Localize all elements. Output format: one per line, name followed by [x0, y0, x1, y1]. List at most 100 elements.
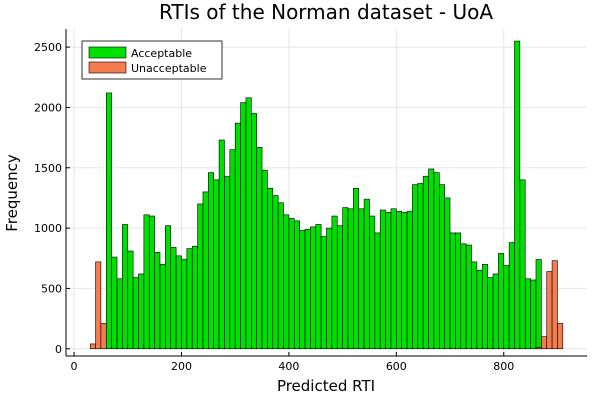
- bar-acceptable: [272, 195, 279, 350]
- bar-unacceptable: [535, 347, 542, 350]
- bar-acceptable: [240, 102, 247, 350]
- bar-acceptable: [165, 225, 172, 350]
- bar-acceptable: [293, 220, 300, 350]
- bar-unacceptable: [551, 260, 558, 350]
- bar-acceptable: [315, 224, 322, 350]
- bar-acceptable: [358, 208, 365, 350]
- bar-acceptable: [181, 259, 188, 350]
- x-axis-label: Predicted RTI: [277, 377, 375, 395]
- bar-acceptable: [465, 244, 472, 350]
- bar-acceptable: [401, 212, 408, 350]
- bar-acceptable: [224, 175, 231, 350]
- bar-acceptable: [374, 232, 381, 350]
- bar-acceptable: [175, 255, 182, 350]
- bar-acceptable: [245, 97, 252, 350]
- bar-unacceptable: [95, 261, 102, 350]
- y-tick-label: 2500: [34, 41, 62, 54]
- bar-acceptable: [535, 259, 542, 350]
- bar-acceptable: [234, 122, 241, 350]
- y-axis-label: Frequency: [3, 154, 21, 232]
- bar-acceptable: [487, 277, 494, 350]
- bar-acceptable: [127, 250, 134, 350]
- legend-label-unacceptable: Unacceptable: [131, 62, 207, 75]
- bar-acceptable: [385, 212, 392, 350]
- bar-acceptable: [132, 277, 139, 350]
- bar-acceptable: [369, 215, 376, 350]
- bar-acceptable: [336, 225, 343, 350]
- bar-acceptable: [342, 207, 349, 350]
- bar-acceptable: [202, 191, 209, 350]
- bar-acceptable: [514, 40, 521, 350]
- bar-acceptable: [471, 261, 478, 350]
- bar-acceptable: [406, 210, 413, 350]
- bar-acceptable: [433, 172, 440, 350]
- bar-acceptable: [229, 149, 236, 350]
- y-tick-label: 2000: [34, 101, 62, 114]
- bar-acceptable: [304, 229, 311, 350]
- bar-acceptable: [417, 183, 424, 350]
- bar-acceptable: [449, 232, 456, 350]
- bar-acceptable: [460, 243, 467, 350]
- bar-acceptable: [498, 253, 505, 350]
- bar-unacceptable: [557, 323, 564, 350]
- x-tick-label: 0: [71, 360, 78, 373]
- bar-acceptable: [379, 209, 386, 350]
- bar-acceptable: [503, 265, 510, 350]
- bar-acceptable: [530, 279, 537, 350]
- bar-acceptable: [438, 184, 445, 350]
- bar-acceptable: [261, 169, 268, 350]
- y-tick-label: 500: [41, 282, 62, 295]
- bar-acceptable: [116, 278, 123, 350]
- bar-acceptable: [519, 179, 526, 350]
- legend-swatch-acceptable: [88, 46, 127, 59]
- bar-acceptable: [347, 208, 354, 350]
- bar-acceptable: [191, 245, 198, 350]
- bar-acceptable: [218, 139, 225, 350]
- bar-acceptable: [208, 172, 215, 350]
- legend-label-acceptable: Acceptable: [131, 47, 192, 60]
- bar-acceptable: [288, 218, 295, 350]
- bar-acceptable: [267, 187, 274, 350]
- bar-acceptable: [197, 203, 204, 350]
- bar-acceptable: [122, 224, 129, 350]
- bar-acceptable: [138, 273, 145, 350]
- y-tick-label: 1500: [34, 162, 62, 175]
- bar-acceptable: [326, 227, 333, 350]
- bar-acceptable: [508, 242, 515, 350]
- x-tick-label: 600: [386, 360, 407, 373]
- bar-acceptable: [396, 210, 402, 350]
- bar-acceptable: [331, 215, 338, 350]
- bar-acceptable: [251, 113, 257, 350]
- bar-acceptable: [390, 208, 397, 350]
- bar-acceptable: [310, 226, 317, 350]
- bar-acceptable: [277, 202, 284, 350]
- bar-acceptable: [148, 215, 155, 350]
- bar-acceptable: [492, 273, 499, 350]
- bar-acceptable: [428, 168, 435, 350]
- bar-acceptable: [320, 236, 327, 350]
- bar-acceptable: [154, 251, 161, 350]
- bar-unacceptable: [89, 343, 96, 350]
- bar-acceptable: [422, 175, 429, 350]
- bar-unacceptable: [100, 323, 107, 350]
- legend-swatch-unacceptable: [88, 61, 127, 74]
- bar-acceptable: [159, 263, 166, 350]
- bar-unacceptable: [541, 336, 548, 350]
- bar-acceptable: [186, 248, 193, 350]
- bar-acceptable: [213, 179, 220, 350]
- bar-acceptable: [170, 247, 177, 350]
- bar-acceptable: [444, 197, 451, 350]
- bar-acceptable: [481, 263, 488, 350]
- axes: 0 200 400 600 800 0 500 1000 1500 2000 2500: [34, 29, 587, 373]
- legend: Acceptable Unacceptable: [81, 40, 223, 80]
- bar-unacceptable: [546, 271, 553, 350]
- bar-acceptable: [476, 270, 483, 350]
- bar-acceptable: [105, 92, 112, 350]
- bar-acceptable: [363, 198, 370, 350]
- bar-acceptable: [143, 214, 150, 350]
- bar-acceptable: [524, 278, 531, 350]
- bar-acceptable: [412, 184, 419, 350]
- bar-acceptable: [283, 214, 290, 350]
- chart-title: RTIs of the Norman dataset - UoA: [159, 0, 493, 24]
